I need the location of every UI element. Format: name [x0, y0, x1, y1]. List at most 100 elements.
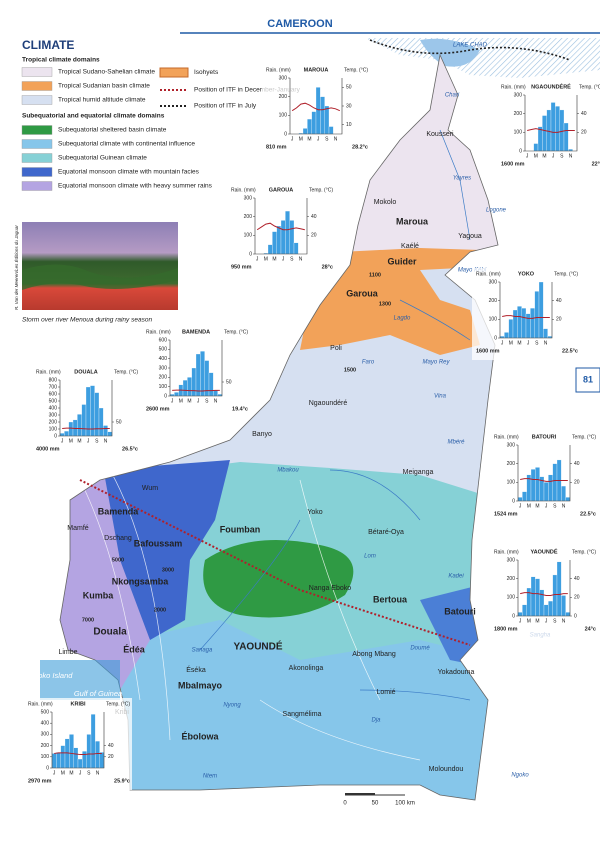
annual-rain: 1600 mm	[476, 348, 500, 354]
rain-bar	[550, 102, 556, 152]
temp-tick-label: 10	[346, 122, 352, 128]
month-label: M	[69, 770, 73, 776]
mean-temp: 28°c	[322, 264, 333, 270]
place-label: Yoko	[307, 509, 322, 516]
rain-tick-label: 300	[514, 92, 523, 98]
legend-heading: Tropical climate domains	[22, 57, 100, 64]
place-label: Garoua	[346, 288, 379, 298]
temp-line	[520, 478, 568, 482]
mean-temp: 25.9°c	[114, 778, 130, 784]
rain-bar	[272, 231, 277, 255]
mean-temp: 22.5°c	[580, 511, 596, 517]
month-label: M	[527, 503, 531, 509]
page-tab	[575, 367, 600, 393]
rain-tick-label: 200	[49, 419, 58, 425]
legend-swatch	[21, 95, 53, 105]
climograph-axes	[51, 712, 105, 769]
rain-bar	[522, 604, 527, 617]
place-label: Mbalmayo	[178, 680, 223, 690]
rain-bar	[552, 574, 558, 617]
isohyet-value: 1100	[369, 272, 381, 278]
rain-tick-label: 300	[507, 557, 516, 563]
rain-tick-label: 0	[46, 765, 49, 771]
rain-axis-label: Rain. (mm)	[501, 84, 526, 90]
annual-rain: 950 mm	[231, 264, 252, 270]
place-label: Chari	[445, 93, 460, 99]
rain-axis-label: Rain. (mm)	[36, 369, 61, 375]
place-label: Poli	[330, 345, 342, 352]
legend-swatch	[21, 139, 53, 149]
month-label: J	[519, 503, 522, 509]
temp-line	[54, 752, 102, 756]
rain-tick-label: 300	[244, 195, 253, 201]
temp-tick-label: 0	[574, 613, 577, 619]
rain-bar	[280, 220, 286, 255]
rain-tick-label: 200	[507, 576, 516, 582]
temp-line	[291, 102, 341, 112]
climograph-axes	[517, 560, 571, 617]
month-label: M	[69, 438, 73, 444]
month-label: J	[527, 340, 530, 346]
rain-bar	[517, 612, 523, 617]
rain-bar	[267, 244, 273, 255]
place-label: Kousseri	[426, 131, 454, 138]
rain-bar	[90, 714, 96, 769]
rain-tick-label: 300	[489, 279, 498, 285]
station-name: YOKO	[518, 271, 535, 277]
isohyet-value: 7000	[82, 617, 94, 623]
sea	[40, 660, 120, 700]
temp-tick-label: 40	[556, 298, 562, 304]
rain-bar	[191, 367, 197, 397]
annual-rain: 1800 mm	[494, 626, 518, 632]
rain-axis-label: Rain. (mm)	[476, 271, 501, 277]
rain-bar	[565, 497, 571, 502]
rain-tick-label: 800	[49, 377, 58, 383]
place-label: Mamfé	[67, 525, 89, 532]
rain-tick-label: 200	[41, 743, 50, 749]
month-label: N	[562, 503, 566, 509]
place-label: Nkongsamba	[112, 576, 170, 586]
isohyet-lines	[79, 469, 421, 761]
rain-bar	[546, 109, 552, 152]
rain-tick-label: 0	[164, 393, 167, 399]
month-label: M	[527, 618, 531, 624]
scale-label: 50	[372, 801, 379, 807]
rain-tick-label: 300	[49, 412, 58, 418]
rain-bar	[187, 377, 192, 397]
rain-bar	[60, 745, 66, 769]
place-label: Ngaoundéré	[309, 400, 348, 407]
rain-bar	[508, 319, 514, 339]
rain-tick-label: 100	[279, 113, 288, 119]
month-label: M	[535, 503, 539, 509]
place-label: Sanaga	[192, 648, 213, 654]
temp-line	[62, 427, 110, 430]
place-label: Douala	[93, 627, 127, 638]
page-number: 81	[583, 374, 593, 384]
month-label: J	[197, 398, 200, 404]
month-label: M	[77, 438, 81, 444]
temp-axis-label: Temp. (°C)	[572, 434, 596, 440]
month-label: M	[542, 153, 546, 159]
place-label: Maroua	[396, 216, 429, 226]
place-label: Ébolowa	[181, 731, 219, 741]
rain-bar	[543, 604, 549, 617]
temp-axis-label: Temp. (°C)	[579, 84, 600, 90]
rain-tick-label: 500	[41, 709, 50, 715]
rain-bar	[530, 307, 535, 339]
place-label: Logone	[486, 208, 507, 214]
legend-swatch	[159, 67, 189, 78]
rain-bar	[285, 210, 290, 255]
rain-tick-label: 0	[512, 613, 515, 619]
place-label: Mokolo	[374, 199, 397, 206]
month-label: N	[214, 398, 218, 404]
page-title: CAMEROON	[267, 18, 332, 30]
photo-trees	[22, 264, 178, 290]
rain-axis-label: Rain. (mm)	[231, 187, 256, 193]
station-name: BAMENDA	[182, 329, 210, 335]
temp-tick-label: 50	[226, 379, 232, 385]
climograph-axes	[169, 340, 223, 397]
temp-axis-label: Temp. (°C)	[554, 271, 578, 277]
rain-bar	[99, 752, 105, 769]
month-label: J	[53, 770, 56, 776]
month-label: N	[334, 136, 338, 142]
